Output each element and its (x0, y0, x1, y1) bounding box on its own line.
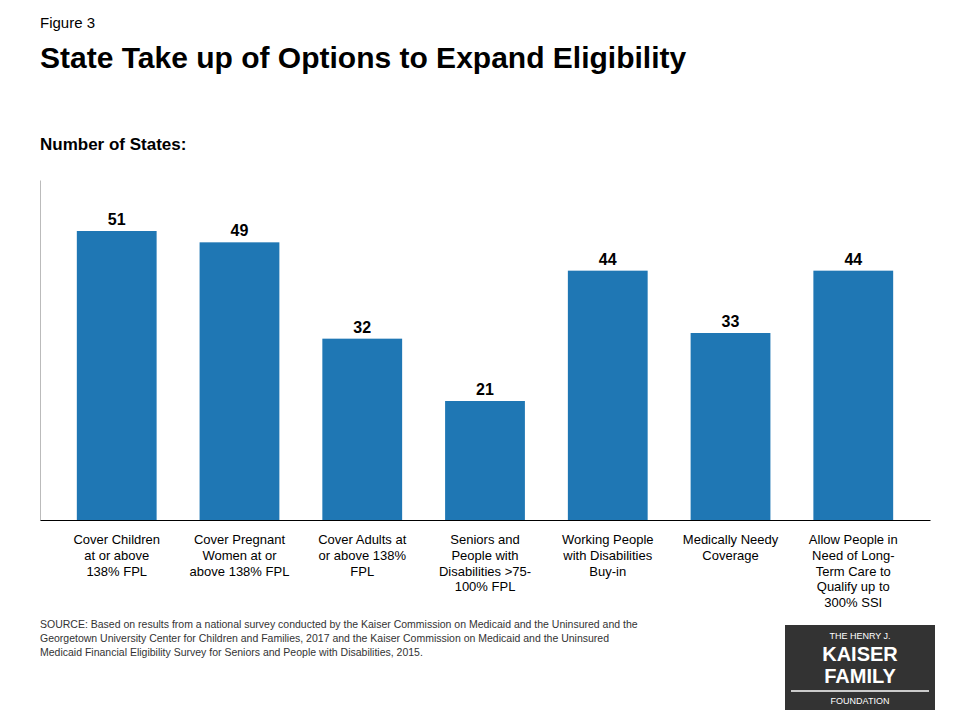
y-axis (40, 181, 41, 521)
x-tick-label: Allow People inNeed of Long-Term Care to… (809, 532, 898, 609)
x-tick-label: Cover PregnantWomen at orabove 138% FPL (190, 532, 290, 578)
bar (200, 242, 280, 520)
x-tick: Cover Childrenat or above138% FPL (73, 532, 160, 578)
title: State Take up of Options to Expand Eligi… (40, 41, 686, 74)
logo-text: FAMILY (824, 665, 896, 687)
x-tick: Medically NeedyCoverage (683, 532, 779, 563)
x-tick: Cover PregnantWomen at orabove 138% FPL (190, 532, 290, 578)
chart: Figure 3 State Take up of Options to Expa… (0, 0, 960, 720)
x-tick-label: Seniors andPeople withDisabilities >75-1… (439, 532, 531, 594)
x-tick: Cover Adults ator above 138%FPL (318, 532, 407, 578)
x-tick-label: Medically NeedyCoverage (683, 532, 779, 563)
x-tick-label: Working Peoplewith DisabilitiesBuy-in (562, 532, 654, 578)
data-label: 32 (353, 319, 371, 336)
bars (77, 231, 893, 520)
y-axis-line (40, 181, 41, 521)
logo: THE HENRY J. KAISERFAMILY FOUNDATION (785, 625, 935, 710)
source: SOURCE: Based on results from a national… (40, 618, 638, 658)
data-label: 49 (231, 222, 249, 239)
logo-text: THE HENRY J. (829, 631, 890, 641)
data-label: 44 (599, 251, 617, 268)
data-label: 21 (476, 381, 494, 398)
x-tick: Allow People inNeed of Long-Term Care to… (809, 532, 898, 609)
subtitle: Number of States: (40, 135, 186, 154)
data-labels: 51 49 32 21 44 33 44 (108, 211, 862, 398)
bar (445, 401, 525, 520)
bar (691, 333, 771, 520)
data-label: 44 (844, 251, 862, 268)
x-tick-label: Cover Adults ator above 138%FPL (318, 532, 407, 578)
data-label: 51 (108, 211, 126, 228)
bar (77, 231, 157, 520)
data-label: 33 (722, 313, 740, 330)
bar (568, 271, 648, 520)
bar (322, 339, 402, 520)
logo-text: KAISER (822, 643, 898, 665)
x-tick-label: Cover Childrenat or above138% FPL (73, 532, 160, 578)
x-axis-line (41, 520, 931, 521)
bar (813, 271, 893, 520)
x-axis: Cover Childrenat or above138% FPL Cover P… (41, 521, 931, 610)
x-tick: Working Peoplewith DisabilitiesBuy-in (562, 532, 654, 578)
logo-separator (791, 690, 929, 692)
figure-label: Figure 3 (40, 14, 95, 31)
logo-text: FOUNDATION (831, 696, 890, 706)
logo-box (785, 625, 935, 710)
x-tick: Seniors andPeople withDisabilities >75-1… (439, 532, 531, 594)
